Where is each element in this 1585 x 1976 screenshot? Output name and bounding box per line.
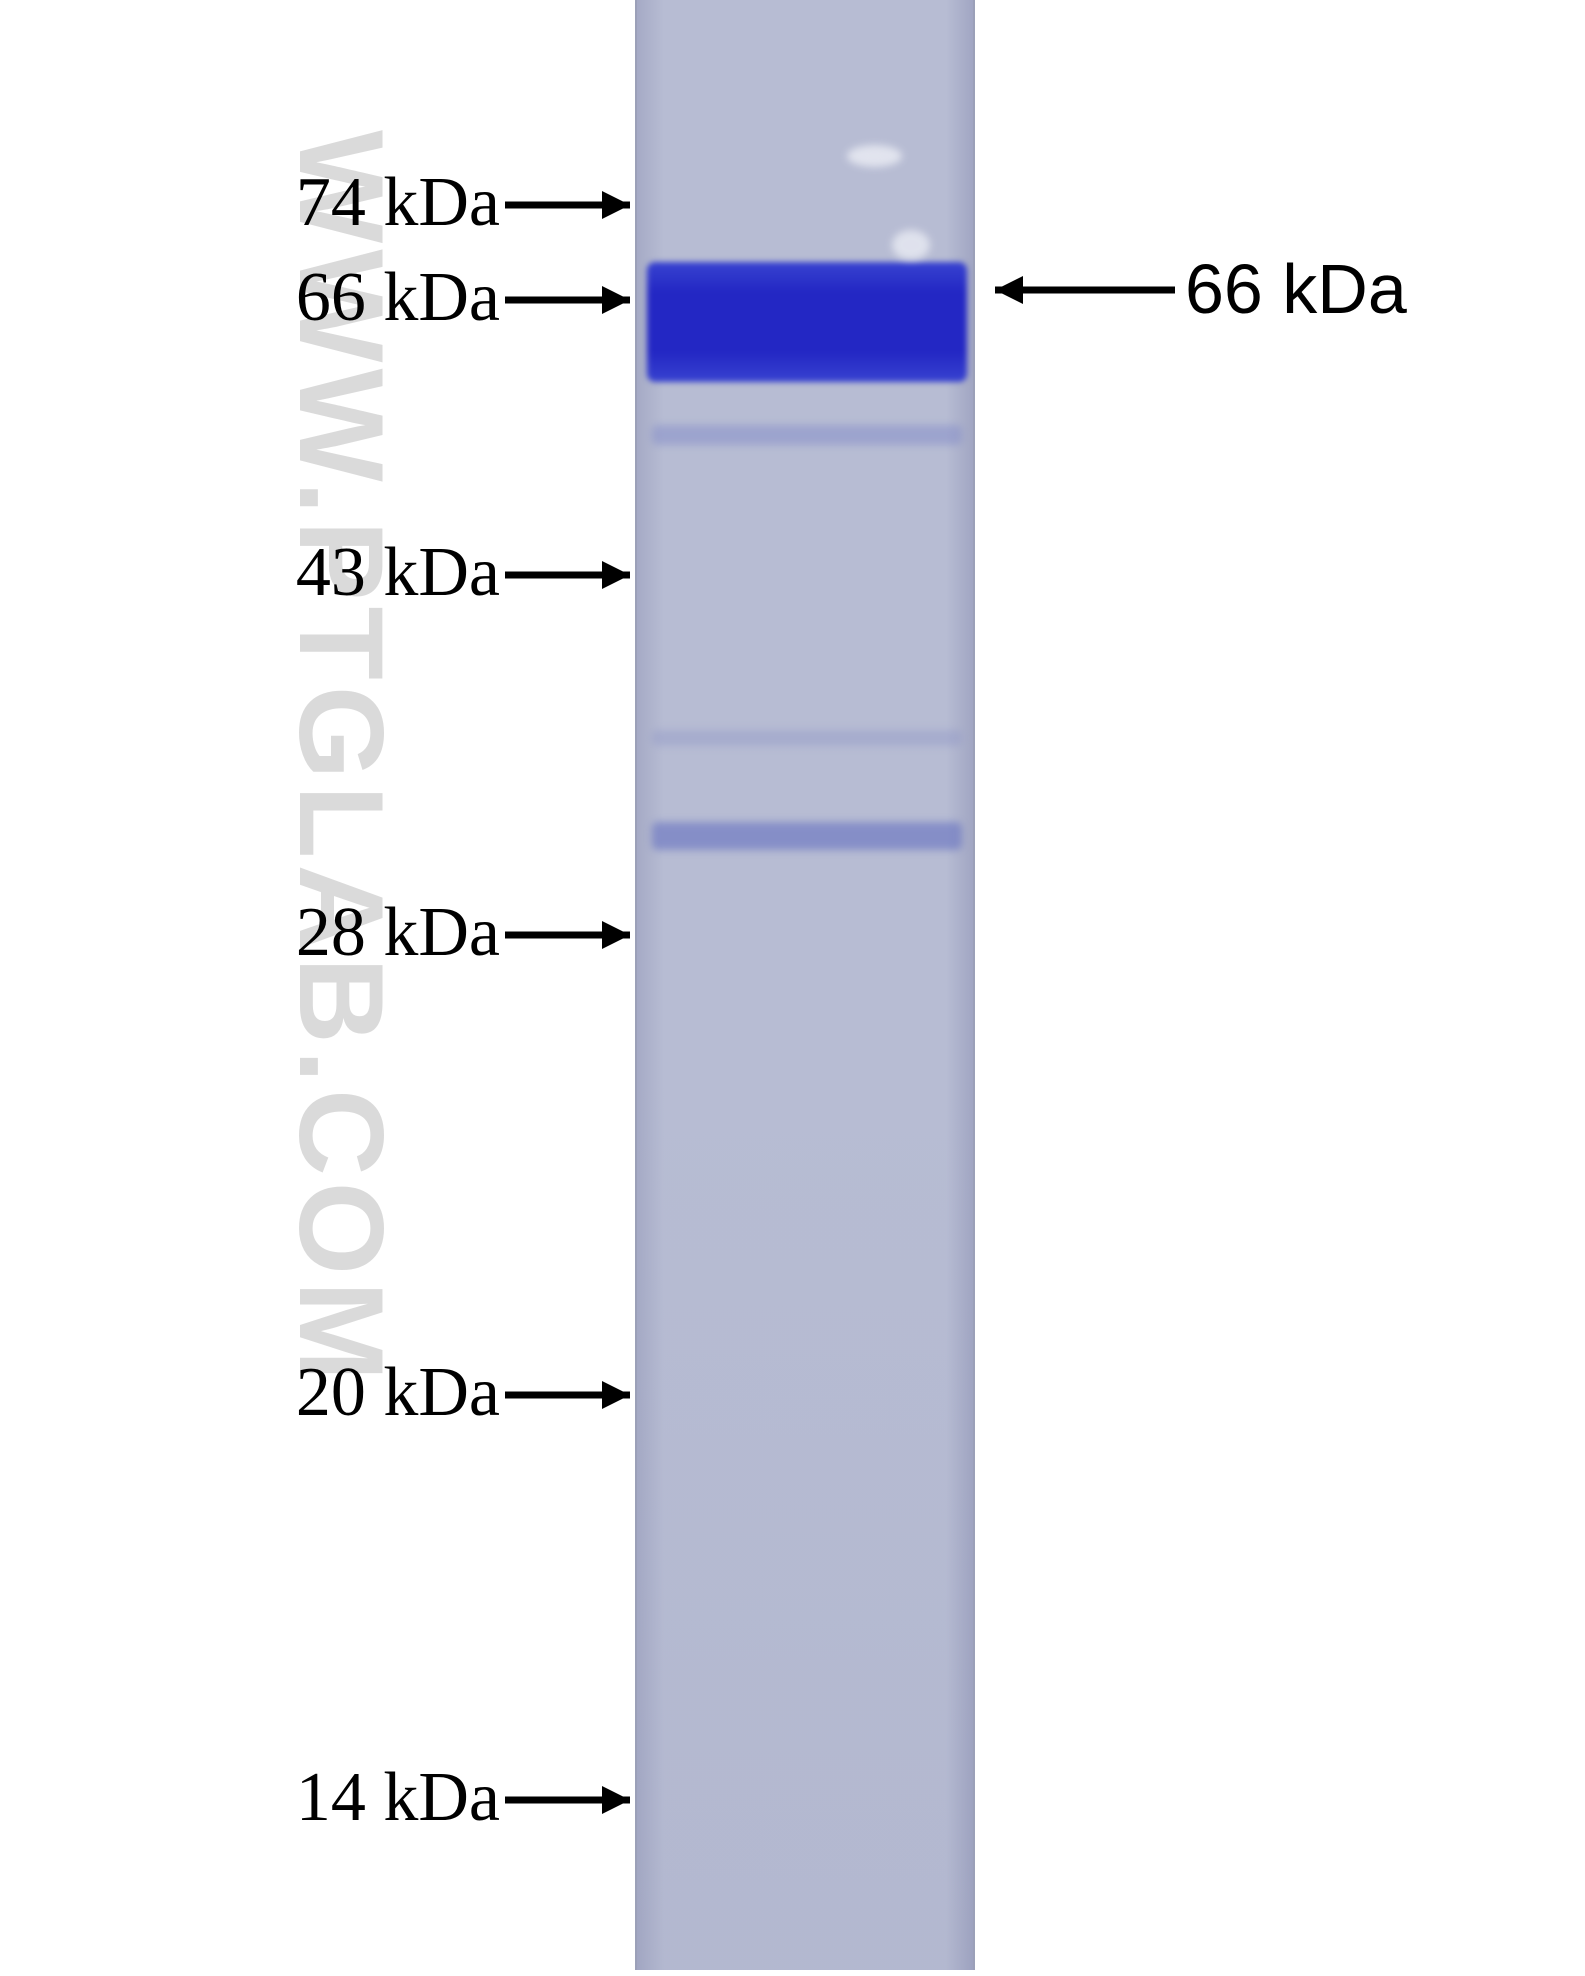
protein-faint-band [652, 822, 962, 850]
marker-arrow-icon [505, 905, 630, 965]
gel-lane [635, 0, 975, 1970]
protein-faint-band [652, 730, 962, 746]
marker-arrow-icon [505, 1770, 630, 1830]
marker-arrow-icon [505, 1365, 630, 1425]
marker-arrow-icon [505, 545, 630, 605]
marker-arrow-icon [505, 175, 630, 235]
protein-main-band [647, 262, 967, 382]
detected-band-arrow [995, 260, 1175, 320]
marker-weight-label: 14 kDa [296, 1758, 500, 1838]
marker-weight-label: 74 kDa [296, 163, 500, 243]
marker-arrow-icon [505, 270, 630, 330]
marker-weight-label: 20 kDa [296, 1353, 500, 1433]
marker-weight-label: 43 kDa [296, 533, 500, 613]
marker-weight-label: 66 kDa [296, 258, 500, 338]
gel-artifact [892, 230, 930, 260]
detected-band-label: 66 kDa [1185, 249, 1407, 329]
marker-weight-label: 28 kDa [296, 893, 500, 973]
gel-artifact [847, 145, 902, 167]
protein-faint-band [652, 425, 962, 445]
